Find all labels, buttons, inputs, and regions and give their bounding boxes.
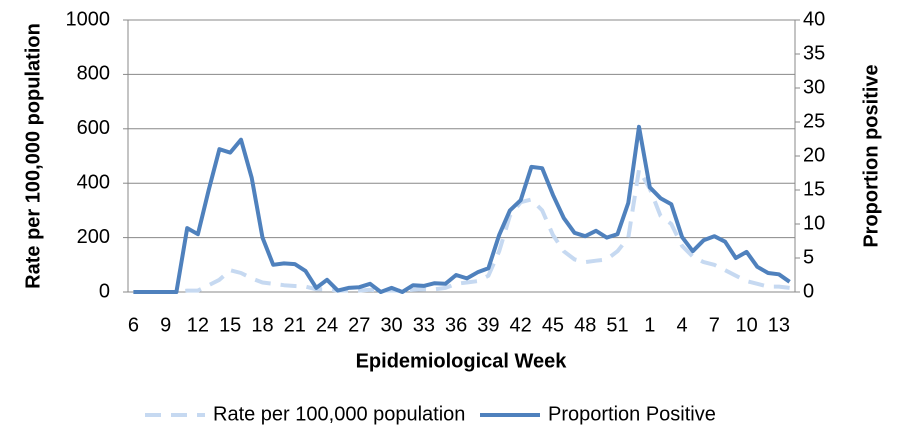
series-line (133, 124, 791, 294)
x-tick-label: 33 (413, 314, 435, 336)
x-tick-label: 13 (768, 314, 790, 336)
legend-label: Rate per 100,000 population (213, 403, 465, 425)
x-tick-label: 24 (316, 314, 338, 336)
y-tick-label: 400 (77, 171, 110, 193)
y2-tick-label: 20 (803, 144, 825, 166)
x-tick-label: 7 (709, 314, 720, 336)
y2-tick-label: 25 (803, 110, 825, 132)
x-tick-label: 1 (644, 314, 655, 336)
x-tick-label: 42 (510, 314, 532, 336)
x-tick-label: 4 (676, 314, 687, 336)
y2-tick-label: 40 (803, 8, 825, 30)
x-tick-label: 9 (160, 314, 171, 336)
x-tick-label: 39 (477, 314, 499, 336)
x-tick-label: 12 (187, 314, 209, 336)
x-tick-label: 30 (380, 314, 402, 336)
y-tick-label: 200 (77, 226, 110, 248)
x-tick-label: 6 (128, 314, 139, 336)
y2-tick-label: 30 (803, 76, 825, 98)
legend-label: Proportion Positive (548, 403, 716, 425)
y2-tick-label: 35 (803, 42, 825, 64)
y2-tick-label: 0 (803, 280, 814, 302)
y2-axis-title: Proportion positive (860, 64, 882, 247)
x-tick-label: 48 (574, 314, 596, 336)
x-tick-label: 36 (445, 314, 467, 336)
y2-tick-label: 5 (803, 246, 814, 268)
y-tick-label: 800 (77, 63, 110, 85)
x-tick-label: 51 (606, 314, 628, 336)
y2-tick-label: 15 (803, 178, 825, 200)
x-tick-label: 18 (251, 314, 273, 336)
x-tick-label: 15 (219, 314, 241, 336)
series-line (133, 167, 790, 294)
x-tick-label: 10 (735, 314, 757, 336)
x-tick-label: 27 (348, 314, 370, 336)
y-tick-label: 1000 (66, 8, 111, 30)
x-axis-title: Epidemiological Week (356, 350, 568, 372)
x-tick-label: 45 (542, 314, 564, 336)
x-tick-label: 21 (284, 314, 306, 336)
y-tick-label: 0 (99, 280, 110, 302)
y2-tick-label: 10 (803, 212, 825, 234)
y-tick-label: 600 (77, 117, 110, 139)
y-axis-title: Rate per 100,000 population (22, 23, 44, 289)
